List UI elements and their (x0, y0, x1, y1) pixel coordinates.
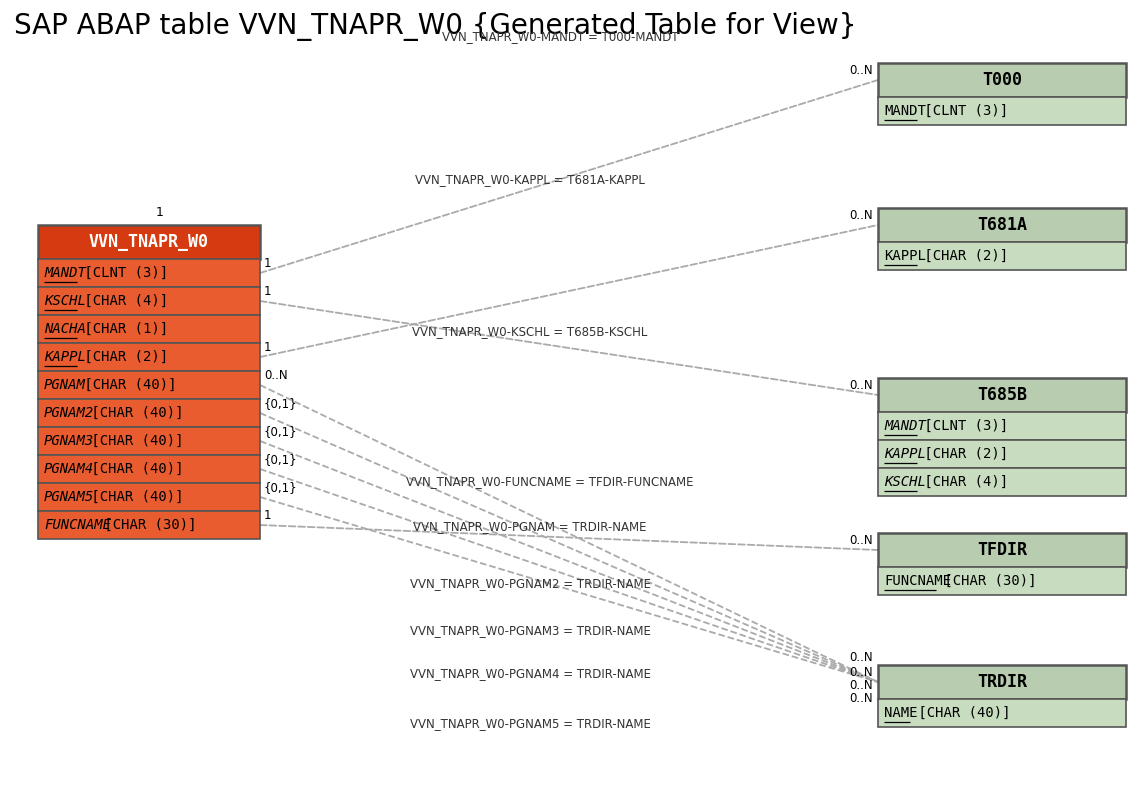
Text: [CHAR (40)]: [CHAR (40)] (84, 406, 183, 420)
Text: PGNAM3: PGNAM3 (43, 434, 94, 448)
Text: [CHAR (1)]: [CHAR (1)] (77, 322, 168, 336)
Text: {0,1}: {0,1} (264, 425, 297, 438)
Text: NAME: NAME (884, 706, 917, 720)
Bar (877, 699, 1126, 727)
Text: {0,1}: {0,1} (264, 481, 297, 494)
Text: KSCHL: KSCHL (43, 294, 86, 308)
Bar (38, 399, 260, 427)
Text: KSCHL: KSCHL (884, 475, 925, 489)
Bar (38, 259, 260, 287)
Text: VVN_TNAPR_W0-FUNCNAME = TFDIR-FUNCNAME: VVN_TNAPR_W0-FUNCNAME = TFDIR-FUNCNAME (406, 475, 693, 488)
Text: VVN_TNAPR_W0-KSCHL = T685B-KSCHL: VVN_TNAPR_W0-KSCHL = T685B-KSCHL (412, 325, 648, 338)
Text: 0..N: 0..N (849, 679, 873, 692)
Bar (877, 412, 1126, 440)
Bar (877, 567, 1126, 595)
Text: [CHAR (40)]: [CHAR (40)] (84, 462, 183, 476)
Bar (877, 378, 1126, 412)
Text: 0..N: 0..N (849, 651, 873, 664)
Text: [CHAR (4)]: [CHAR (4)] (916, 475, 1009, 489)
Text: [CHAR (2)]: [CHAR (2)] (916, 447, 1009, 461)
Bar (877, 242, 1126, 270)
Text: 1: 1 (264, 341, 271, 354)
Text: VVN_TNAPR_W0-PGNAM2 = TRDIR-NAME: VVN_TNAPR_W0-PGNAM2 = TRDIR-NAME (410, 577, 651, 590)
Text: [CLNT (3)]: [CLNT (3)] (77, 266, 168, 280)
Text: PGNAM4: PGNAM4 (43, 462, 94, 476)
Text: 1: 1 (264, 285, 271, 298)
Text: [CLNT (3)]: [CLNT (3)] (916, 419, 1009, 433)
Text: PGNAM5: PGNAM5 (43, 490, 94, 504)
Text: [CHAR (4)]: [CHAR (4)] (77, 294, 168, 308)
Bar (38, 455, 260, 483)
Bar (877, 468, 1126, 496)
Text: 0..N: 0..N (849, 379, 873, 392)
Text: KAPPL: KAPPL (884, 447, 925, 461)
Text: PGNAM: PGNAM (43, 378, 86, 392)
Text: KAPPL: KAPPL (884, 249, 925, 263)
Text: VVN_TNAPR_W0-KAPPL = T681A-KAPPL: VVN_TNAPR_W0-KAPPL = T681A-KAPPL (415, 173, 645, 186)
Text: [CHAR (40)]: [CHAR (40)] (77, 378, 177, 392)
Text: [CHAR (40)]: [CHAR (40)] (84, 434, 183, 448)
Text: 0..N: 0..N (849, 534, 873, 547)
Text: VVN_TNAPR_W0-MANDT = T000-MANDT: VVN_TNAPR_W0-MANDT = T000-MANDT (442, 30, 678, 43)
Bar (38, 287, 260, 315)
Text: TRDIR: TRDIR (977, 673, 1027, 691)
Bar (38, 427, 260, 455)
Text: 1: 1 (264, 509, 271, 522)
Text: NACHA: NACHA (43, 322, 86, 336)
Text: MANDT: MANDT (884, 419, 925, 433)
Bar (877, 665, 1126, 699)
Text: 0..N: 0..N (264, 369, 287, 382)
Text: T681A: T681A (977, 216, 1027, 234)
Text: 0..N: 0..N (849, 666, 873, 679)
Text: [CHAR (2)]: [CHAR (2)] (77, 350, 168, 364)
Bar (38, 483, 260, 511)
Text: [CHAR (40)]: [CHAR (40)] (909, 706, 1010, 720)
Text: VVN_TNAPR_W0-PGNAM5 = TRDIR-NAME: VVN_TNAPR_W0-PGNAM5 = TRDIR-NAME (410, 717, 651, 730)
Text: VVN_TNAPR_W0: VVN_TNAPR_W0 (89, 233, 209, 251)
Text: FUNCNAME: FUNCNAME (884, 574, 951, 588)
Text: [CHAR (40)]: [CHAR (40)] (84, 490, 183, 504)
Text: FUNCNAME: FUNCNAME (43, 518, 111, 532)
Text: 0..N: 0..N (849, 209, 873, 222)
Bar (877, 97, 1126, 125)
Text: MANDT: MANDT (43, 266, 86, 280)
Text: T000: T000 (982, 71, 1022, 89)
Text: [CHAR (30)]: [CHAR (30)] (96, 518, 197, 532)
Text: 1: 1 (157, 206, 164, 219)
Bar (38, 225, 260, 259)
Text: KAPPL: KAPPL (43, 350, 86, 364)
Text: [CHAR (30)]: [CHAR (30)] (936, 574, 1036, 588)
Text: SAP ABAP table VVN_TNAPR_W0 {Generated Table for View}: SAP ABAP table VVN_TNAPR_W0 {Generated T… (14, 12, 857, 41)
Text: [CHAR (2)]: [CHAR (2)] (916, 249, 1009, 263)
Text: TFDIR: TFDIR (977, 541, 1027, 559)
Text: VVN_TNAPR_W0-PGNAM3 = TRDIR-NAME: VVN_TNAPR_W0-PGNAM3 = TRDIR-NAME (410, 624, 651, 637)
Text: 0..N: 0..N (849, 64, 873, 77)
Bar (38, 371, 260, 399)
Text: [CLNT (3)]: [CLNT (3)] (916, 104, 1009, 118)
Text: VVN_TNAPR_W0-PGNAM = TRDIR-NAME: VVN_TNAPR_W0-PGNAM = TRDIR-NAME (413, 520, 646, 533)
Text: VVN_TNAPR_W0-PGNAM4 = TRDIR-NAME: VVN_TNAPR_W0-PGNAM4 = TRDIR-NAME (410, 667, 651, 680)
Text: 1: 1 (264, 257, 271, 270)
Bar (38, 315, 260, 343)
Bar (877, 440, 1126, 468)
Text: PGNAM2: PGNAM2 (43, 406, 94, 420)
Bar (38, 511, 260, 539)
Bar (877, 63, 1126, 97)
Text: {0,1}: {0,1} (264, 397, 297, 410)
Text: {0,1}: {0,1} (264, 453, 297, 466)
Text: 0..N: 0..N (849, 692, 873, 705)
Text: MANDT: MANDT (884, 104, 925, 118)
Bar (877, 533, 1126, 567)
Bar (38, 343, 260, 371)
Text: T685B: T685B (977, 386, 1027, 404)
Bar (877, 208, 1126, 242)
